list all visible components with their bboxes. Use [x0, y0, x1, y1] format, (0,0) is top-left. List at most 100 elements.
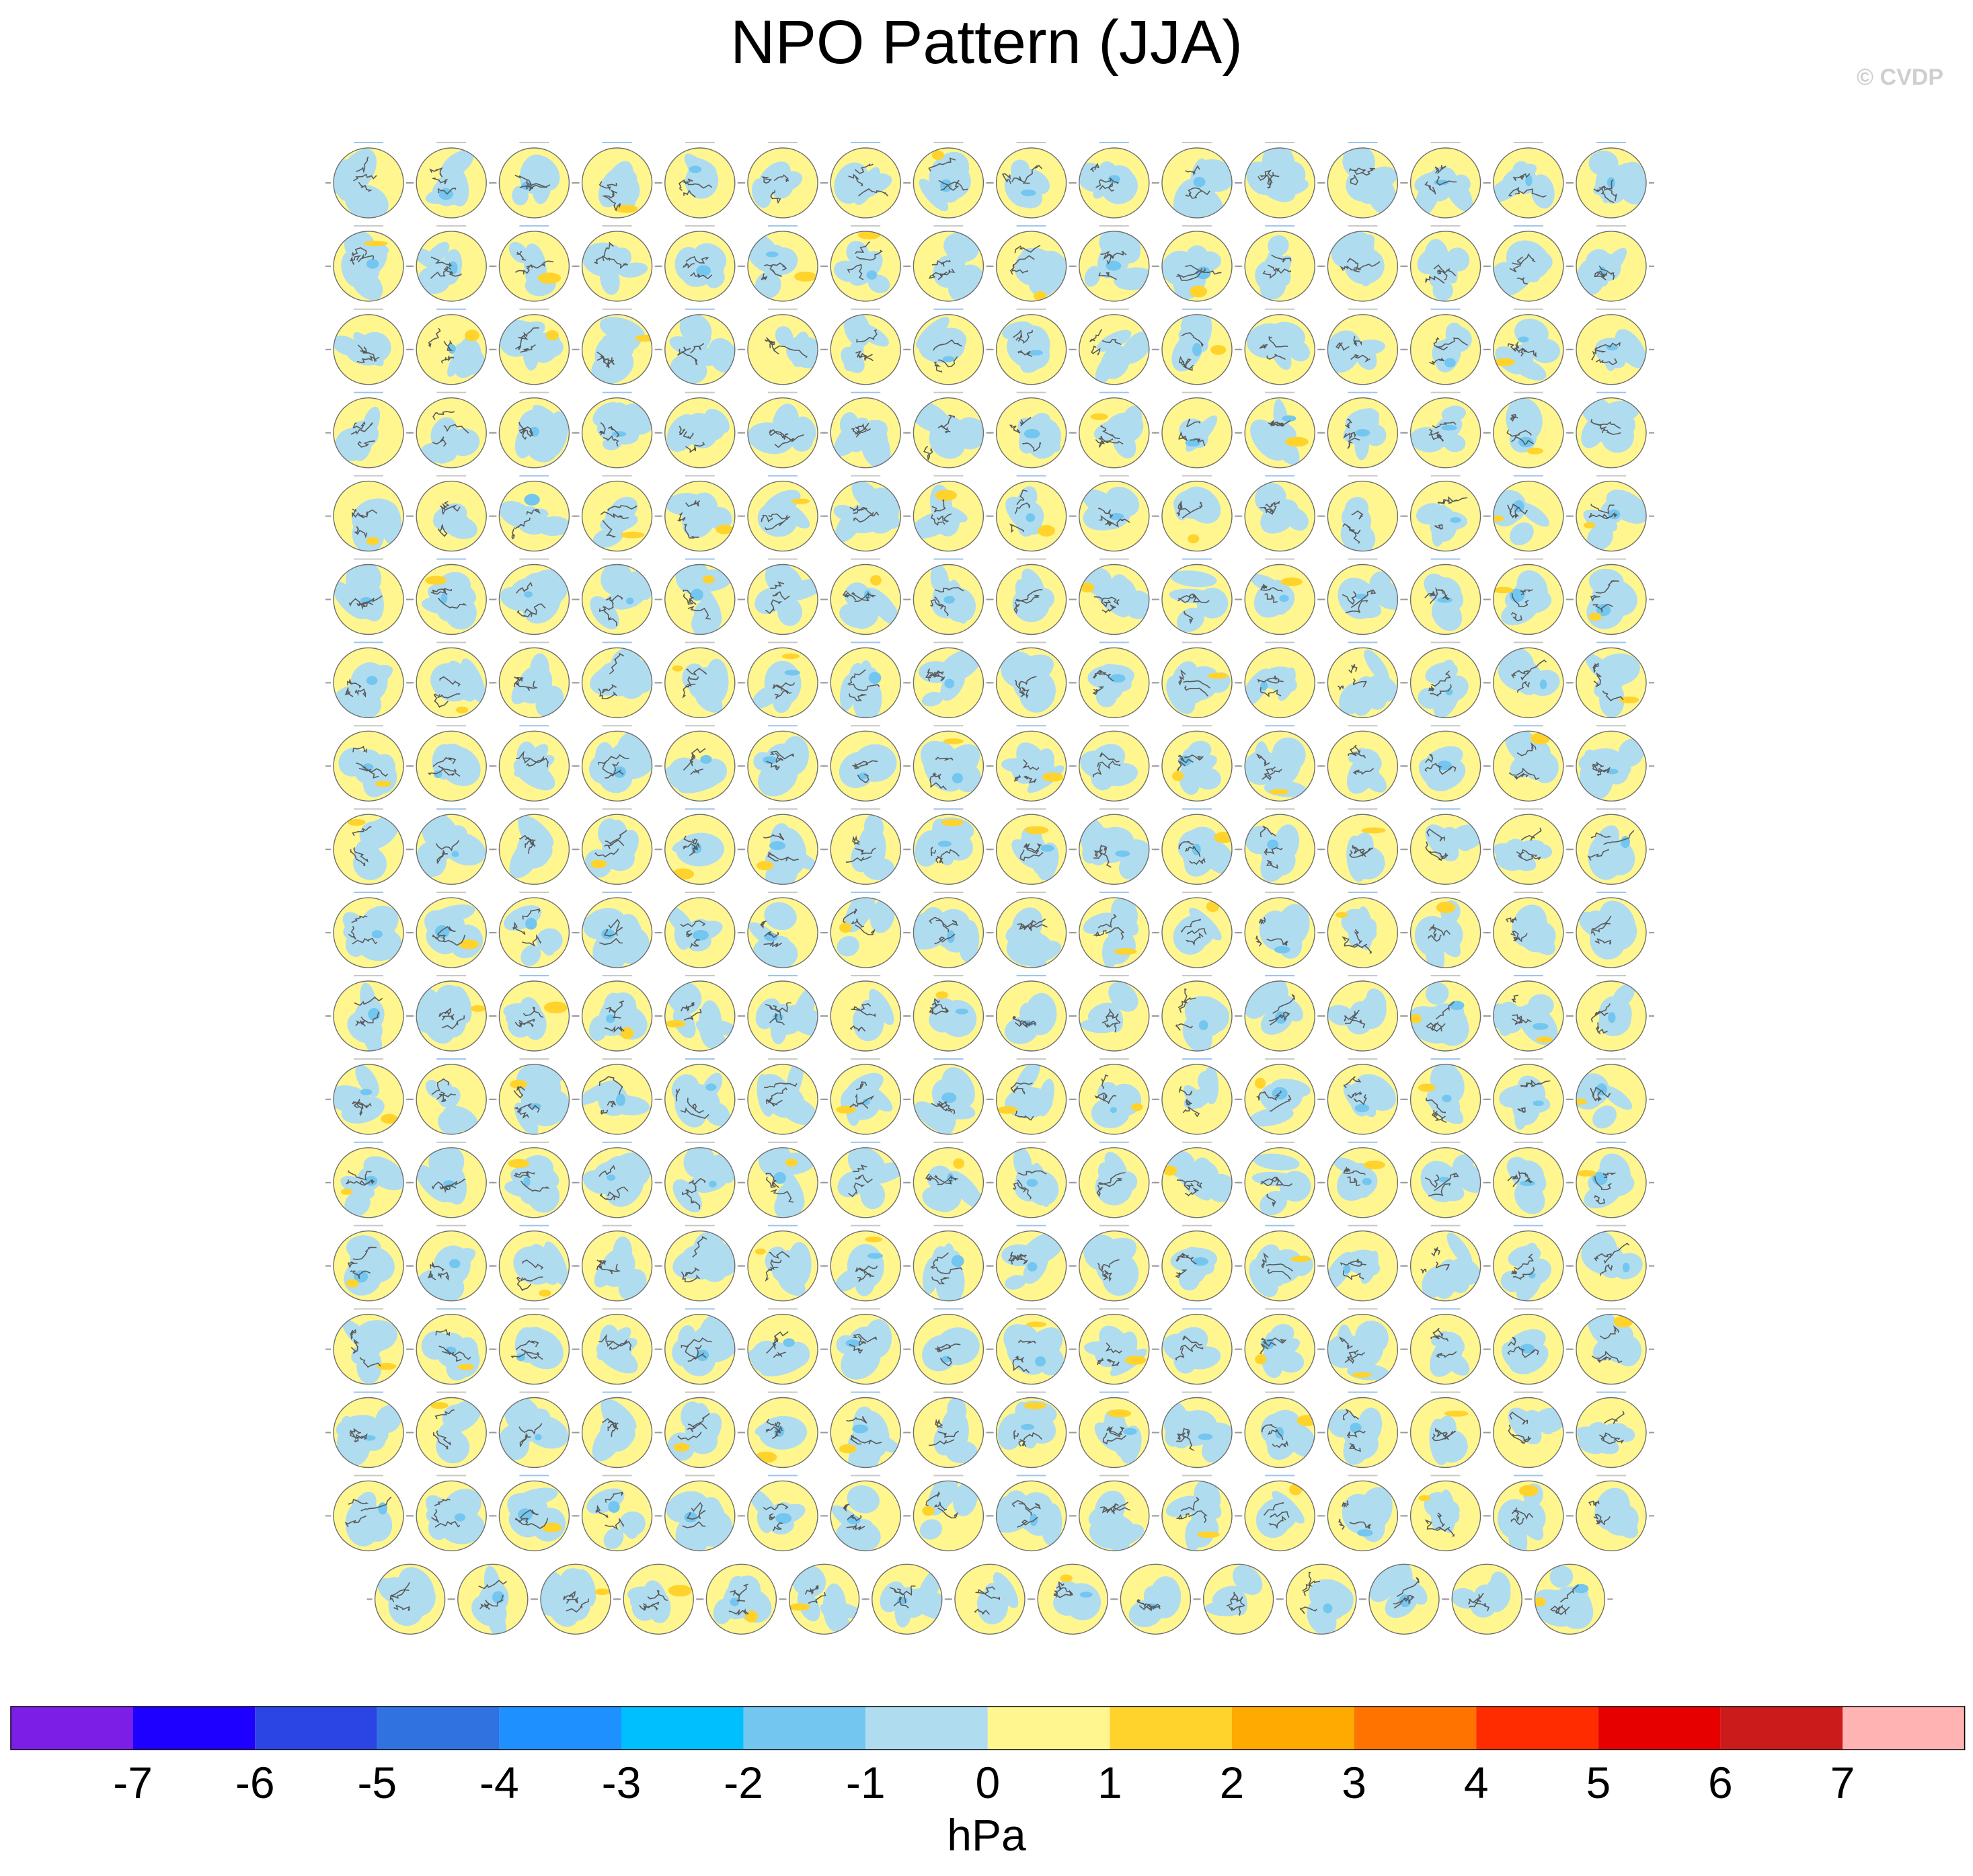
colorbar-swatch	[132, 1707, 256, 1750]
map-panel	[740, 975, 826, 1052]
map-panel	[1485, 225, 1572, 302]
map-panel	[1485, 1058, 1572, 1135]
map-panel	[1237, 1224, 1323, 1302]
map-panel	[1568, 1224, 1654, 1302]
colorbar-tick-label: -4	[479, 1758, 519, 1807]
map-panel	[905, 475, 992, 552]
map-panel	[491, 808, 578, 885]
map-panel	[574, 142, 660, 219]
map-panel	[325, 1141, 412, 1218]
map-panel	[1485, 142, 1572, 219]
map-panel	[1485, 975, 1572, 1052]
map-panel	[1237, 1058, 1323, 1135]
map-panel	[905, 975, 992, 1052]
colorbar-swatch	[11, 1707, 133, 1750]
map-panel	[1237, 725, 1323, 802]
map-panel	[408, 308, 495, 385]
colorbar-tick-label: 4	[1464, 1758, 1489, 1807]
map-panel	[1568, 475, 1654, 552]
map-panel	[1154, 225, 1240, 302]
map-panel	[325, 558, 412, 635]
map-panel	[574, 808, 660, 885]
map-panel	[988, 1391, 1075, 1469]
map-panel	[1402, 308, 1489, 385]
map-panel	[1319, 308, 1406, 385]
colorbar-tick-label: -2	[724, 1758, 763, 1807]
map-panel	[1154, 641, 1240, 719]
colorbar-swatch	[1476, 1707, 1598, 1750]
map-panel	[491, 1391, 578, 1469]
map-panel	[1319, 1058, 1406, 1135]
colorbar: -7 -6 -5 -4 -3 -2 -1 0 1 2 3 4 5 6 7 hPa	[10, 1706, 1966, 1860]
map-panel	[574, 308, 660, 385]
map-panel	[1568, 1475, 1654, 1552]
map-panel	[325, 475, 412, 552]
map-panel	[740, 641, 826, 719]
map-panel	[574, 892, 660, 968]
map-panel	[533, 1563, 619, 1635]
colorbar-tick-label: -3	[602, 1758, 642, 1807]
map-panel	[905, 641, 992, 719]
map-panel	[1402, 1141, 1489, 1218]
map-panel	[1154, 475, 1240, 552]
map-panel	[1071, 475, 1157, 552]
colorbar-outline	[10, 1706, 1966, 1750]
colorbar-tick-label: 7	[1830, 1758, 1855, 1807]
map-panel	[740, 475, 826, 552]
map-panel	[1568, 142, 1654, 219]
map-panel	[1237, 1141, 1323, 1218]
map-panel	[1568, 558, 1654, 635]
map-panel	[1278, 1563, 1364, 1635]
map-panel	[1485, 808, 1572, 885]
map-panel	[325, 1308, 412, 1385]
map-panel	[656, 558, 743, 635]
map-panel	[1071, 391, 1157, 469]
map-panel	[1361, 1563, 1447, 1635]
map-panel	[408, 1058, 495, 1135]
map-panel	[1319, 225, 1406, 302]
map-panel	[1154, 558, 1240, 635]
map-panel	[1154, 725, 1240, 802]
map-panel	[1154, 975, 1240, 1052]
map-panel	[656, 808, 743, 885]
map-panel	[905, 1141, 992, 1218]
map-panel	[1319, 725, 1406, 802]
map-panel	[574, 225, 660, 302]
map-panel	[1402, 475, 1489, 552]
map-panel	[491, 1141, 578, 1218]
map-panel	[822, 975, 909, 1052]
map-panel	[449, 1563, 536, 1635]
map-panel	[1071, 808, 1157, 885]
map-panel	[1319, 1308, 1406, 1385]
map-panel	[1237, 1308, 1323, 1385]
map-panel	[491, 1475, 578, 1552]
map-panel	[740, 1141, 826, 1218]
colorbar-swatch	[1110, 1707, 1232, 1750]
map-panel	[905, 1058, 992, 1135]
map-panel	[1485, 1475, 1572, 1552]
map-panel	[905, 1224, 992, 1302]
map-panel	[1154, 1141, 1240, 1218]
map-panel	[615, 1563, 702, 1635]
map-panel	[740, 391, 826, 469]
map-panel	[740, 1308, 826, 1385]
map-panel	[822, 808, 909, 885]
map-panel	[1237, 391, 1323, 469]
map-panel	[1568, 1308, 1654, 1385]
copyright-label: © CVDP	[1857, 65, 1943, 90]
map-panel	[325, 725, 412, 802]
map-panel	[988, 725, 1075, 802]
map-panel	[947, 1563, 1033, 1635]
map-panel	[1485, 1224, 1572, 1302]
map-panel	[1402, 641, 1489, 719]
map-panel	[1319, 1475, 1406, 1552]
colorbar-tick-label: 6	[1708, 1758, 1733, 1807]
map-panel	[325, 308, 412, 385]
colorbar-swatch	[1232, 1707, 1354, 1750]
map-panel	[988, 1141, 1075, 1218]
map-panel	[905, 391, 992, 469]
map-panel	[1568, 808, 1654, 885]
map-panel	[1237, 808, 1323, 885]
map-panel	[408, 475, 495, 552]
map-panel	[325, 225, 412, 302]
